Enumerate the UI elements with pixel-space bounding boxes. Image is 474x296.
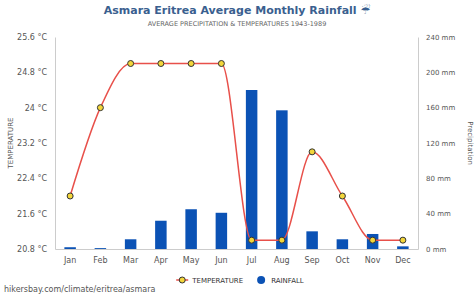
bar	[397, 246, 408, 249]
marker	[339, 193, 345, 199]
chart: Asmara Eritrea Average Monthly Rainfall …	[0, 0, 474, 296]
marker	[249, 237, 255, 243]
y2-tick: 0 mm	[418, 246, 446, 254]
x-tick-label: Feb	[93, 256, 107, 265]
x-tick-label: Oct	[335, 256, 349, 265]
title: Asmara Eritrea Average Monthly Rainfall …	[104, 3, 371, 17]
legend-key	[179, 277, 185, 283]
bar	[155, 221, 166, 249]
plot: 20.8 °C 21.6 °C 22.4 °C 23.2 °C 24 °C 24.8 °C…	[17, 33, 455, 265]
bar	[306, 231, 317, 249]
x-tick: Sep	[305, 249, 320, 265]
y2-axis-title: Precipitation	[466, 121, 474, 165]
legend-item: TEMPERATURE	[176, 277, 243, 285]
y2-axis-line	[418, 38, 419, 250]
x-tick-label: May	[183, 256, 200, 265]
bar	[125, 239, 136, 249]
y-tick: 22.4 °C	[17, 174, 55, 183]
y2-tick: 80 mm	[418, 175, 451, 183]
marker	[158, 61, 164, 67]
marker	[309, 149, 315, 155]
y2-tick-label: 200 mm	[426, 69, 455, 77]
x-tick: Jan	[63, 249, 76, 265]
y-tick-label: 24.8 °C	[17, 68, 47, 77]
y-tick: 25.6 °C	[17, 33, 55, 42]
y2-tick-label: 160 mm	[426, 104, 455, 112]
legend: TEMPERATURE RAINFALL	[176, 276, 304, 285]
legend-key	[257, 276, 265, 284]
marker	[400, 237, 406, 243]
x-tick: Mar	[123, 249, 139, 265]
bar	[185, 209, 196, 249]
line	[70, 64, 403, 241]
y2-tick: 120 mm	[418, 140, 455, 148]
x-tick: Jun	[214, 249, 228, 265]
y-tick-label: 23.2 °C	[17, 139, 47, 148]
bar	[367, 234, 378, 249]
y-tick: 24 °C	[25, 104, 55, 113]
y-tick: 21.6 °C	[17, 210, 55, 219]
x-tick-label: Jan	[63, 256, 76, 265]
y2-tick: 200 mm	[418, 69, 455, 77]
y2-tick-label: 0 mm	[426, 246, 446, 254]
y-axis: 20.8 °C 21.6 °C 22.4 °C 23.2 °C 24 °C 24.8 °C…	[17, 33, 55, 254]
bar	[64, 247, 75, 249]
marker	[188, 61, 194, 67]
y2-axis: 0 mm 40 mm 80 mm 120 mm 160 mm 200 mm 240 mm	[418, 34, 455, 254]
x-tick-label: Jun	[214, 256, 228, 265]
x-axis-line	[56, 249, 419, 250]
marks	[64, 61, 408, 250]
x-tick: May	[183, 249, 200, 265]
y-tick-label: 21.6 °C	[17, 210, 47, 219]
x-tick: Jul	[246, 249, 257, 265]
legend-label: RAINFALL	[271, 277, 304, 285]
y-axis-title: TEMPERATURE	[7, 118, 15, 170]
x-tick-label: Aug	[274, 256, 290, 265]
x-tick-label: Dec	[395, 256, 410, 265]
y-tick-label: 24 °C	[25, 104, 48, 113]
x-tick: Dec	[395, 249, 410, 265]
marker	[218, 61, 224, 67]
footer: hikersbay.com/climate/eritrea/asmara	[4, 285, 155, 294]
marker	[67, 193, 73, 199]
x-tick-label: Apr	[154, 256, 169, 265]
y2-tick-label: 80 mm	[426, 175, 451, 183]
x-tick: Oct	[335, 249, 349, 265]
x-tick: Aug	[274, 249, 290, 265]
y-tick-label: 22.4 °C	[17, 174, 47, 183]
y2-tick-label: 40 mm	[426, 210, 451, 218]
y-tick: 20.8 °C	[17, 245, 55, 254]
marker	[279, 237, 285, 243]
y2-tick-label: 240 mm	[426, 34, 455, 42]
y2-tick: 240 mm	[418, 34, 455, 42]
legend-label: TEMPERATURE	[191, 277, 243, 285]
bar	[216, 213, 227, 249]
x-tick-label: Mar	[123, 256, 139, 265]
x-tick-label: Sep	[305, 256, 320, 265]
y-tick-label: 25.6 °C	[17, 33, 47, 42]
y2-tick: 40 mm	[418, 210, 451, 218]
marker	[97, 105, 103, 111]
bar	[246, 90, 257, 249]
y-tick-label: 20.8 °C	[17, 245, 47, 254]
x-tick-label: Nov	[365, 256, 381, 265]
bar	[95, 248, 106, 249]
x-tick: Apr	[154, 249, 169, 265]
y2-tick: 160 mm	[418, 104, 455, 112]
y2-tick-label: 120 mm	[426, 140, 455, 148]
bar	[276, 110, 287, 249]
marker	[128, 61, 134, 67]
x-axis: Jan Feb Mar Apr May Jun Jul Aug Sep Oct Nov Dec	[56, 249, 419, 265]
y-axis-line	[55, 38, 56, 250]
subtitle: AVERAGE PRECIPITATION & TEMPERATURES 194…	[148, 20, 327, 28]
x-tick: Feb	[93, 249, 107, 265]
legend-item: RAINFALL	[257, 276, 304, 285]
marker	[370, 237, 376, 243]
x-tick: Nov	[365, 249, 381, 265]
bar	[337, 239, 348, 249]
y-tick: 23.2 °C	[17, 139, 55, 148]
y-tick: 24.8 °C	[17, 68, 55, 77]
x-tick-label: Jul	[246, 256, 257, 265]
